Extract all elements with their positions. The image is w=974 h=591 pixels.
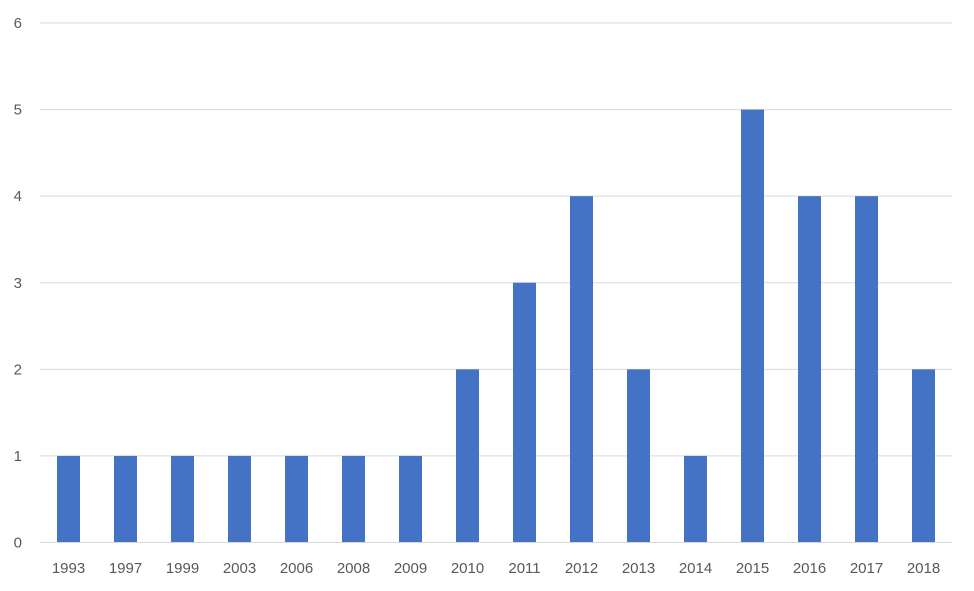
bar-2009 [399, 455, 422, 543]
bar-2017 [855, 196, 878, 543]
bar-2008 [342, 455, 365, 543]
x-tick-label: 1993 [52, 560, 85, 577]
bar-2012 [570, 196, 593, 543]
y-tick-label: 0 [14, 535, 22, 552]
x-tick-label: 1997 [109, 560, 142, 577]
y-tick-label: 6 [14, 15, 22, 32]
x-tick-label: 2013 [622, 560, 655, 577]
bar-2011 [513, 282, 536, 543]
bar-2010 [456, 369, 479, 543]
x-tick-label: 2010 [451, 560, 484, 577]
y-tick-label: 2 [14, 361, 22, 378]
bar-2016 [798, 196, 821, 543]
bar-2006 [285, 455, 308, 543]
x-tick-label: 2003 [223, 560, 256, 577]
x-tick-label: 2006 [280, 560, 313, 577]
y-tick-label: 4 [14, 188, 22, 205]
y-tick-label: 5 [14, 102, 22, 119]
x-axis-ticks: 1993 1997 1999 2003 2006 2008 2009 2010 2011 2012… [52, 560, 940, 577]
bar-2015 [741, 109, 764, 543]
x-tick-label: 2008 [337, 560, 370, 577]
y-tick-label: 3 [14, 275, 22, 292]
x-tick-label: 2016 [793, 560, 826, 577]
x-tick-label: 2009 [394, 560, 427, 577]
bar-1999 [171, 455, 194, 543]
bar-2003 [228, 455, 251, 543]
bars [40, 109, 952, 543]
bar-2018 [912, 369, 935, 543]
bar-2013 [627, 369, 650, 543]
x-tick-label: 2011 [508, 560, 540, 577]
bar-1993 [57, 455, 80, 543]
x-tick-label: 2017 [850, 560, 883, 577]
y-tick-label: 1 [14, 448, 22, 465]
x-tick-label: 2012 [565, 560, 598, 577]
x-tick-label: 1999 [166, 560, 199, 577]
x-tick-label: 2014 [679, 560, 712, 577]
x-tick-label: 2015 [736, 560, 769, 577]
bar-2014 [684, 455, 707, 543]
bar-1997 [114, 455, 137, 543]
y-axis-ticks: 0 1 2 3 4 5 6 [14, 15, 22, 552]
x-tick-label: 2018 [907, 560, 940, 577]
